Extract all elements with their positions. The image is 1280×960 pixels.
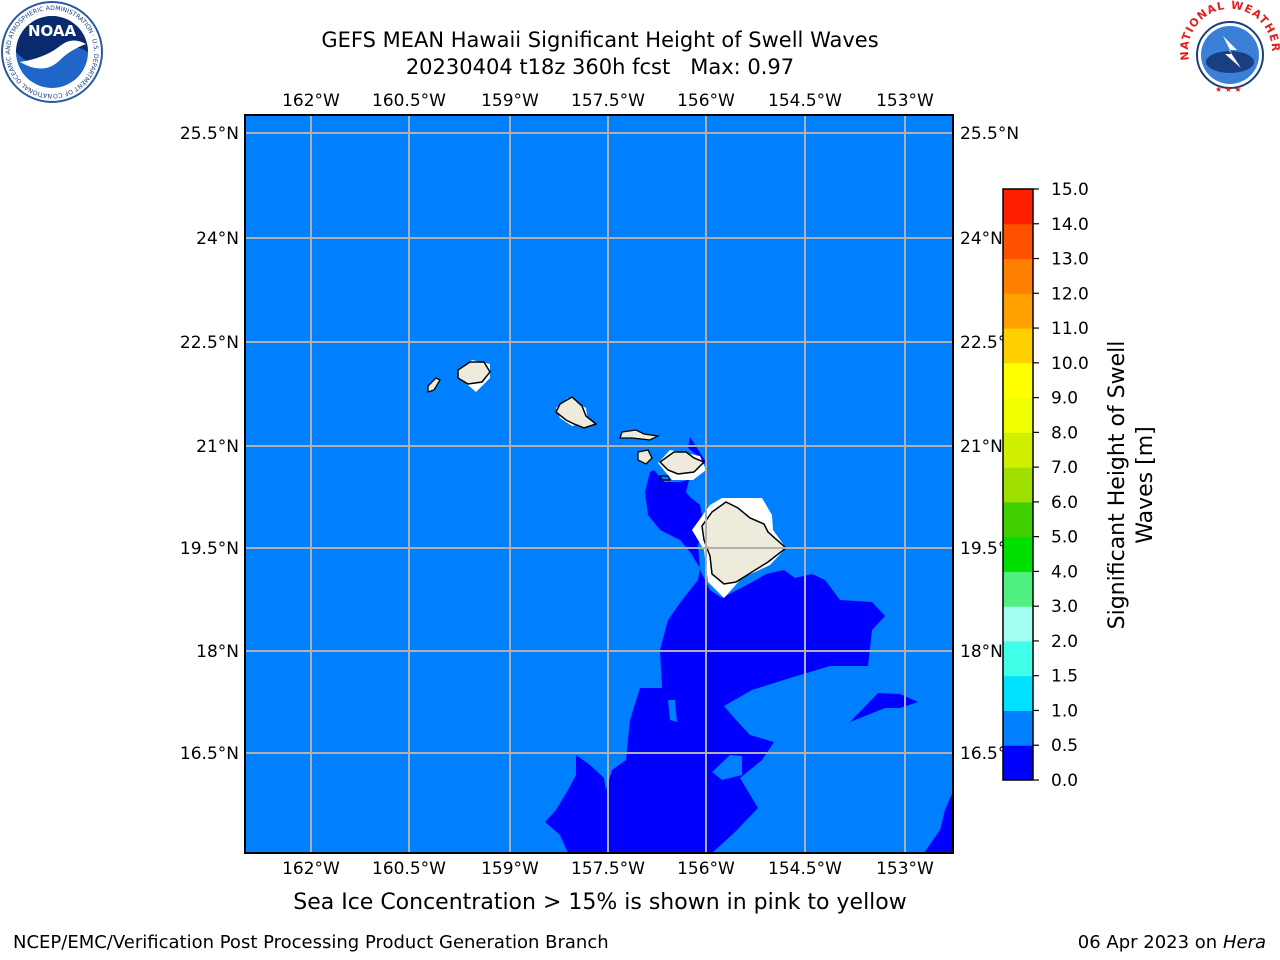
higher-swell-pocket: [630, 482, 640, 488]
chart-subtitle: 20230404 t18z 360h fcst Max: 0.97: [405, 55, 795, 79]
colorbar-tick-label: 15.0: [1051, 180, 1089, 200]
colorbar-tick-label: 13.0: [1051, 250, 1089, 270]
higher-swell-pocket: [668, 700, 677, 722]
lon-label: 162°W: [282, 859, 340, 879]
chart-title: GEFS MEAN Hawaii Significant Height of S…: [321, 28, 879, 52]
lon-label: 154.5°W: [768, 859, 842, 879]
noaa-logo: NATIONAL OCEANIC AND ATMOSPHERIC ADMINIS…: [0, 0, 103, 103]
colorbar-frame: [1002, 188, 1034, 781]
lat-label: 16.5°N: [180, 744, 239, 764]
footer-date: 06 Apr 2023 on Hera: [1078, 932, 1266, 953]
colorbar-segment: [1003, 501, 1033, 538]
sea-ice-note: Sea Ice Concentration > 15% is shown in …: [293, 890, 907, 915]
lon-label: 160.5°W: [372, 859, 446, 879]
colorbar-tick-label: 10.0: [1051, 354, 1089, 374]
lon-label: 156°W: [677, 91, 735, 111]
colorbar-segment: [1003, 467, 1033, 503]
colorbar-segment: [1003, 536, 1033, 572]
island-niihau: [427, 377, 441, 393]
colorbar-segment: [1003, 710, 1033, 746]
lon-label: 153°W: [876, 91, 934, 111]
colorbar-label: Waves [m]: [1133, 426, 1158, 543]
island-oahu: [555, 396, 598, 429]
low-swell-region: [850, 693, 918, 722]
colorbar-segment: [1003, 640, 1033, 677]
colorbar-tick-label: 3.0: [1051, 597, 1078, 617]
colorbar-segment: [1003, 328, 1033, 364]
colorbar-tick-label: 12.0: [1051, 284, 1089, 304]
lat-label: 25.5°N: [960, 124, 1019, 144]
colorbar-tick-label: 9.0: [1051, 389, 1078, 409]
colorbar-segment: [1003, 293, 1033, 329]
lon-label: 153°W: [876, 859, 934, 879]
svg-text:★ ★ ★: ★ ★ ★: [1215, 85, 1242, 94]
svg-text:NOAA: NOAA: [28, 22, 77, 40]
low-swell-region: [924, 792, 953, 853]
island-molokai: [619, 429, 661, 441]
footer-date-text: 06 Apr 2023 on: [1077, 932, 1223, 953]
colorbar-segment: [1003, 397, 1033, 433]
colorbar-tick-label: 14.0: [1051, 215, 1089, 235]
colorbar: 0.0 0.5 1.0 1.5 2.0 3.0 4.0 5.0 6.0 7.0 8.0 9.0 10.0…: [1002, 180, 1158, 791]
colorbar-tick-label: 5.0: [1051, 528, 1078, 548]
colorbar-segment: [1003, 223, 1033, 260]
lat-labels-left: 25.5°N 24°N 22.5°N 21°N 19.5°N 18°N 16.5…: [180, 124, 239, 764]
lon-labels-top: 162°W 160.5°W 159°W 157.5°W 156°W 154.5°…: [282, 91, 934, 111]
lat-label: 22.5°N: [180, 333, 239, 353]
colorbar-tick-label: 2.0: [1051, 632, 1078, 652]
lat-label: 24°N: [960, 229, 1003, 249]
lat-label: 18°N: [196, 642, 239, 662]
lon-label: 157.5°W: [571, 859, 645, 879]
lon-label: 162°W: [282, 91, 340, 111]
colorbar-tick-label: 0.0: [1051, 771, 1078, 791]
island-lanai: [637, 449, 653, 465]
lon-label: 159°W: [481, 859, 539, 879]
lat-label: 18°N: [960, 642, 1003, 662]
colorbar-segment: [1003, 362, 1033, 399]
lat-label: 25.5°N: [180, 124, 239, 144]
map-plot-area: [244, 114, 954, 854]
colorbar-label: Significant Height of Swell: [1105, 341, 1130, 630]
colorbar-tick-label: 0.5: [1051, 736, 1078, 756]
colorbar-tick-label: 1.5: [1051, 667, 1078, 687]
lon-label: 156°W: [677, 859, 735, 879]
colorbar-ticks: 0.0 0.5 1.0 1.5 2.0 3.0 4.0 5.0 6.0 7.0 8.0 9.0 10.0…: [1033, 180, 1089, 791]
colorbar-tick-label: 4.0: [1051, 562, 1078, 582]
lat-label: 21°N: [196, 437, 239, 457]
gridlines: [245, 115, 953, 853]
lat-label: 21°N: [960, 437, 1003, 457]
lon-label: 154.5°W: [768, 91, 842, 111]
nws-logo: NATIONAL WEATHER SERVICE ★ ★ ★: [1175, 0, 1280, 102]
low-swell-region: [545, 437, 885, 853]
island-maui: [658, 451, 706, 475]
lat-label: 19.5°N: [180, 539, 239, 559]
map-frame: [244, 114, 954, 854]
colorbar-segment: [1003, 189, 1033, 225]
colorbar-tick-label: 6.0: [1051, 493, 1078, 513]
colorbar-tick-label: 8.0: [1051, 423, 1078, 443]
colorbar-segments: [1003, 189, 1033, 781]
lat-label: 24°N: [196, 229, 239, 249]
lon-label: 160.5°W: [372, 91, 446, 111]
footer-host: Hera: [1222, 932, 1266, 953]
colorbar-segment: [1003, 258, 1033, 294]
colorbar-segment: [1003, 675, 1033, 711]
colorbar-tick-label: 1.0: [1051, 701, 1078, 721]
lon-label: 159°W: [481, 91, 539, 111]
footer-branch: NCEP/EMC/Verification Post Processing Pr…: [13, 932, 609, 953]
island-kauai: [457, 361, 491, 385]
colorbar-segment: [1003, 432, 1033, 468]
lon-labels-bottom: 162°W 160.5°W 159°W 157.5°W 156°W 154.5°…: [282, 859, 934, 879]
colorbar-tick-label: 7.0: [1051, 458, 1078, 478]
colorbar-segment: [1003, 745, 1033, 781]
colorbar-segment: [1003, 606, 1033, 642]
lon-label: 157.5°W: [571, 91, 645, 111]
colorbar-segment: [1003, 571, 1033, 607]
colorbar-tick-label: 11.0: [1051, 319, 1089, 339]
ocean-fill-0.5-1.0: [245, 115, 953, 853]
island-kahoolawe: [659, 475, 671, 481]
higher-swell-pocket: [712, 755, 742, 780]
